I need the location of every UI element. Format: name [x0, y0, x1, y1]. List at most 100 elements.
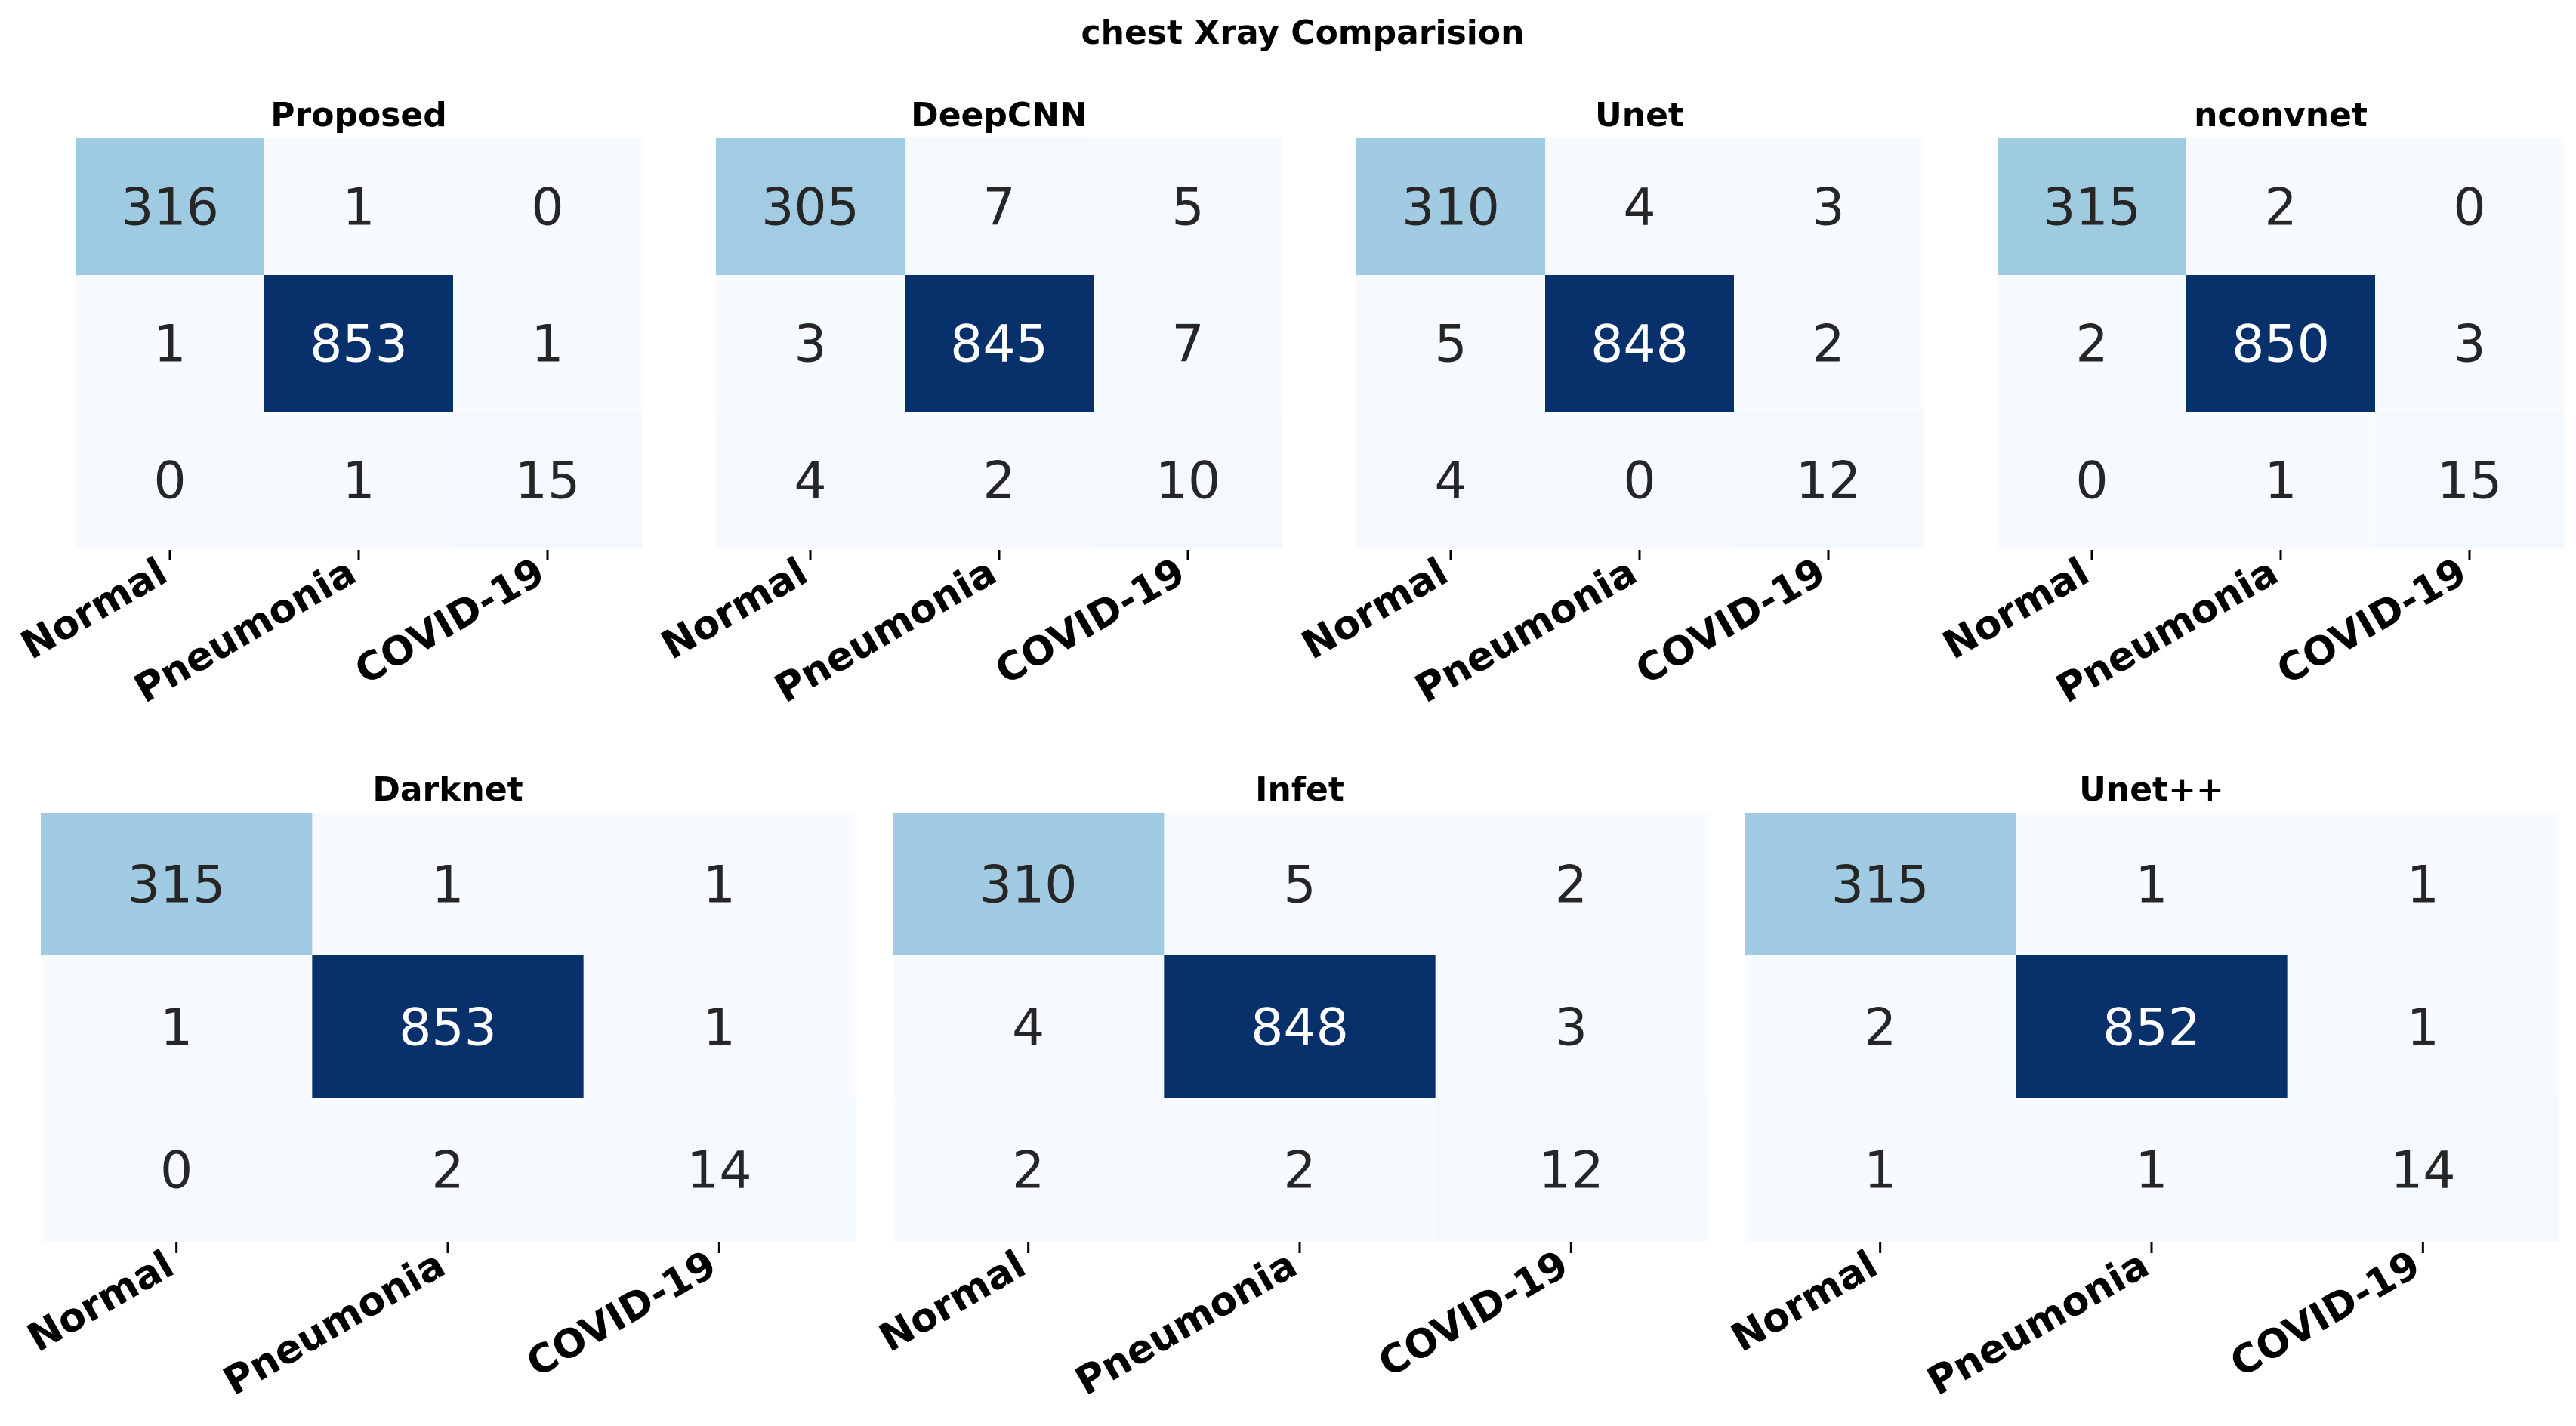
heatmap-cell-darknet-r1-c1 [312, 955, 585, 1099]
heatmap-cell-infet-r1-c2 [1435, 955, 1708, 1099]
cell-value-darknet-r2-c1: 2 [431, 1141, 464, 1201]
cell-value-deepcnn-r1-c0: 3 [794, 315, 826, 375]
cell-value-unet-r1-c1: 848 [1590, 315, 1689, 375]
x-tick-label-infet-normal: Normal [872, 1242, 1034, 1361]
heatmap-cell-darknet-r2-c0 [41, 1098, 313, 1242]
cell-value-deepcnn-r2-c1: 2 [983, 452, 1015, 511]
x-tick-label-unetplusplus-pneumonia: Pneumonia [1920, 1242, 2156, 1405]
panel-title-unetplusplus: Unet++ [2079, 770, 2224, 809]
heatmap-cell-proposed-r2-c2 [453, 412, 643, 549]
cell-value-proposed-r0-c0: 316 [121, 178, 219, 238]
heatmap-cell-nconvnet-r2-c1 [2186, 412, 2376, 549]
cell-value-proposed-r2-c2: 15 [515, 452, 581, 511]
heatmap-cell-infet-r1-c0 [893, 955, 1165, 1099]
cell-value-infet-r2-c1: 2 [1283, 1141, 1316, 1201]
heatmap-cell-unet-r2-c2 [1734, 412, 1924, 549]
cell-value-nconvnet-r0-c1: 2 [2264, 178, 2297, 238]
heatmap-cell-infet-r1-c1 [1164, 955, 1436, 1099]
cell-value-unetplusplus-r0-c0: 315 [1831, 856, 1930, 915]
heatmap-cell-deepcnn-r1-c2 [1094, 275, 1283, 412]
heatmap-cell-deepcnn-r2-c0 [716, 412, 905, 549]
cell-value-darknet-r0-c1: 1 [431, 856, 464, 915]
cell-value-infet-r1-c2: 3 [1555, 999, 1587, 1058]
heatmap-cell-unetplusplus-r1-c0 [1745, 955, 2016, 1099]
cell-value-nconvnet-r2-c2: 15 [2437, 452, 2503, 511]
cell-value-deepcnn-r0-c1: 7 [983, 178, 1015, 238]
heatmap-cell-unetplusplus-r0-c2 [2287, 813, 2559, 956]
cell-value-proposed-r2-c0: 0 [153, 452, 186, 511]
cell-value-unet-r2-c1: 0 [1623, 452, 1655, 511]
cell-value-unet-r1-c0: 5 [1434, 315, 1467, 375]
heatmap-cell-unetplusplus-r0-c1 [2016, 813, 2288, 956]
heatmap-cell-infet-r0-c0 [893, 813, 1165, 956]
cell-value-proposed-r2-c1: 1 [342, 452, 375, 511]
cell-value-unet-r2-c0: 4 [1434, 452, 1467, 511]
panel-title-unet: Unet [1595, 96, 1684, 134]
cell-value-unet-r1-c2: 2 [1812, 315, 1844, 375]
x-tick-label-darknet-covid-19: COVID-19 [520, 1242, 724, 1386]
cell-value-unetplusplus-r2-c2: 14 [2390, 1141, 2456, 1201]
x-tick-label-deepcnn-normal: Normal [654, 549, 816, 668]
heatmap-cell-darknet-r0-c2 [583, 813, 856, 956]
heatmap-cell-nconvnet-r1-c2 [2375, 275, 2565, 412]
cell-value-deepcnn-r1-c2: 7 [1171, 315, 1204, 375]
cell-value-darknet-r1-c0: 1 [160, 999, 193, 1058]
cell-value-infet-r0-c2: 2 [1555, 856, 1587, 915]
cell-value-unet-r0-c1: 4 [1623, 178, 1655, 238]
heatmap-cell-nconvnet-r0-c1 [2186, 138, 2376, 276]
cell-value-nconvnet-r0-c2: 0 [2453, 178, 2485, 238]
heatmap-cell-deepcnn-r0-c1 [905, 138, 1094, 276]
heatmap-cell-darknet-r2-c1 [312, 1098, 585, 1242]
cell-value-proposed-r0-c2: 0 [531, 178, 563, 238]
cell-value-infet-r2-c0: 2 [1012, 1141, 1044, 1201]
cell-value-infet-r0-c0: 310 [979, 856, 1078, 915]
heatmap-cell-unet-r1-c1 [1545, 275, 1735, 412]
cell-value-darknet-r0-c2: 1 [703, 856, 736, 915]
heatmap-cell-unetplusplus-r1-c2 [2287, 955, 2559, 1099]
cell-value-infet-r1-c1: 848 [1251, 999, 1349, 1058]
cell-value-proposed-r1-c0: 1 [153, 315, 186, 375]
heatmap-cell-infet-r0-c1 [1164, 813, 1436, 956]
heatmap-cell-infet-r0-c2 [1435, 813, 1708, 956]
cell-value-deepcnn-r1-c1: 845 [950, 315, 1048, 375]
panel-title-deepcnn: DeepCNN [911, 96, 1087, 134]
cell-value-deepcnn-r2-c0: 4 [794, 452, 826, 511]
heatmap-cell-deepcnn-r0-c2 [1094, 138, 1283, 276]
cell-value-proposed-r0-c1: 1 [342, 178, 375, 238]
cell-value-unetplusplus-r0-c1: 1 [2135, 856, 2167, 915]
heatmap-cell-darknet-r2-c2 [583, 1098, 856, 1242]
cell-value-nconvnet-r0-c0: 315 [2043, 178, 2141, 238]
cell-value-unetplusplus-r0-c2: 1 [2407, 856, 2439, 915]
panel-title-proposed: Proposed [270, 96, 446, 134]
heatmap-cell-nconvnet-r0-c0 [1998, 138, 2187, 276]
x-tick-label-deepcnn-covid-19: COVID-19 [988, 549, 1192, 693]
cell-value-darknet-r1-c1: 853 [399, 999, 497, 1058]
cell-value-nconvnet-r2-c0: 0 [2075, 452, 2108, 511]
cell-value-unet-r0-c2: 3 [1812, 178, 1844, 238]
heatmap-cell-deepcnn-r2-c2 [1094, 412, 1283, 549]
cell-value-infet-r1-c0: 4 [1012, 999, 1044, 1058]
cell-value-unetplusplus-r1-c0: 2 [1864, 999, 1896, 1058]
heatmap-cell-unet-r0-c2 [1734, 138, 1924, 276]
x-tick-label-proposed-covid-19: COVID-19 [347, 549, 552, 693]
x-tick-label-unetplusplus-normal: Normal [1724, 1242, 1886, 1361]
heatmap-cell-proposed-r1-c0 [76, 275, 265, 412]
panel-title-infet: Infet [1255, 770, 1344, 809]
heatmap-cell-infet-r2-c0 [893, 1098, 1165, 1242]
heatmap-cell-unet-r1-c0 [1356, 275, 1546, 412]
figure-title: chest Xray Comparision [1081, 14, 1525, 52]
heatmap-cell-proposed-r2-c1 [264, 412, 454, 549]
x-tick-label-darknet-normal: Normal [20, 1242, 182, 1361]
cell-value-proposed-r1-c2: 1 [531, 315, 563, 375]
heatmap-unetplusplus: Unet++ 315 1 1 2 852 1 1 1 14 Normal Pneumonia COVID… [1724, 770, 2559, 1405]
heatmap-cell-proposed-r0-c2 [453, 138, 643, 276]
cell-value-darknet-r2-c0: 0 [160, 1141, 193, 1201]
cell-value-unetplusplus-r1-c1: 852 [2102, 999, 2201, 1058]
cell-value-infet-r2-c2: 12 [1538, 1141, 1604, 1201]
heatmap-cell-unet-r1-c2 [1734, 275, 1924, 412]
